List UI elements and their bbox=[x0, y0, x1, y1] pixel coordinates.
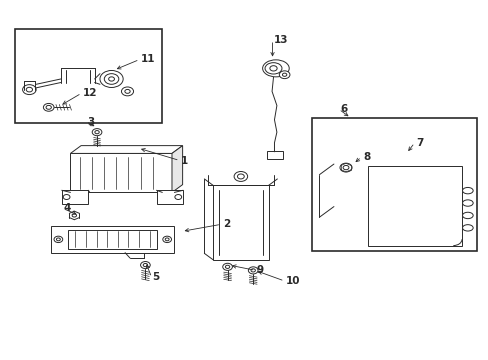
Ellipse shape bbox=[63, 194, 70, 199]
Text: 13: 13 bbox=[273, 35, 287, 45]
Bar bbox=[311, 118, 476, 251]
Text: 6: 6 bbox=[340, 104, 347, 114]
Ellipse shape bbox=[248, 267, 258, 274]
Text: 9: 9 bbox=[256, 265, 263, 275]
Bar bbox=[156, 190, 183, 204]
Ellipse shape bbox=[95, 131, 99, 134]
Ellipse shape bbox=[462, 200, 472, 206]
Ellipse shape bbox=[92, 129, 102, 136]
Text: 1: 1 bbox=[180, 156, 187, 166]
Ellipse shape bbox=[104, 74, 119, 84]
Ellipse shape bbox=[225, 265, 229, 269]
Ellipse shape bbox=[26, 87, 32, 92]
Ellipse shape bbox=[165, 238, 169, 241]
Text: 3: 3 bbox=[87, 117, 95, 126]
Ellipse shape bbox=[234, 171, 247, 181]
Ellipse shape bbox=[175, 194, 181, 199]
Ellipse shape bbox=[250, 269, 255, 272]
Ellipse shape bbox=[108, 77, 114, 81]
Ellipse shape bbox=[282, 73, 286, 76]
Ellipse shape bbox=[343, 166, 348, 170]
Text: 7: 7 bbox=[415, 138, 423, 148]
Text: 8: 8 bbox=[362, 152, 369, 162]
Bar bbox=[68, 230, 157, 249]
Ellipse shape bbox=[100, 71, 123, 87]
Ellipse shape bbox=[462, 212, 472, 219]
Ellipse shape bbox=[46, 105, 51, 109]
Bar bbox=[15, 30, 162, 123]
Ellipse shape bbox=[223, 263, 232, 270]
Text: 5: 5 bbox=[152, 273, 160, 283]
Bar bbox=[367, 166, 461, 246]
Text: 2: 2 bbox=[223, 219, 229, 229]
Ellipse shape bbox=[56, 238, 60, 241]
Ellipse shape bbox=[163, 236, 171, 243]
Polygon shape bbox=[70, 145, 182, 153]
Ellipse shape bbox=[264, 63, 282, 74]
Text: 11: 11 bbox=[140, 54, 155, 64]
Bar bbox=[213, 185, 268, 260]
Text: 10: 10 bbox=[285, 276, 300, 286]
Text: 4: 4 bbox=[63, 203, 70, 213]
Bar bbox=[61, 190, 88, 204]
Ellipse shape bbox=[269, 66, 277, 71]
Ellipse shape bbox=[462, 188, 472, 194]
Ellipse shape bbox=[140, 261, 150, 269]
Ellipse shape bbox=[462, 225, 472, 231]
Bar bbox=[51, 226, 174, 253]
Ellipse shape bbox=[43, 103, 54, 111]
Ellipse shape bbox=[54, 236, 62, 243]
Bar bbox=[70, 153, 172, 192]
Ellipse shape bbox=[143, 264, 147, 267]
Ellipse shape bbox=[237, 174, 244, 179]
Ellipse shape bbox=[279, 71, 289, 78]
Ellipse shape bbox=[22, 85, 36, 95]
Bar bbox=[266, 151, 282, 159]
Ellipse shape bbox=[262, 60, 288, 77]
Text: 12: 12 bbox=[82, 88, 97, 98]
Ellipse shape bbox=[124, 89, 130, 93]
Ellipse shape bbox=[121, 87, 133, 96]
Ellipse shape bbox=[72, 214, 76, 217]
Ellipse shape bbox=[339, 163, 351, 172]
Polygon shape bbox=[172, 145, 182, 192]
